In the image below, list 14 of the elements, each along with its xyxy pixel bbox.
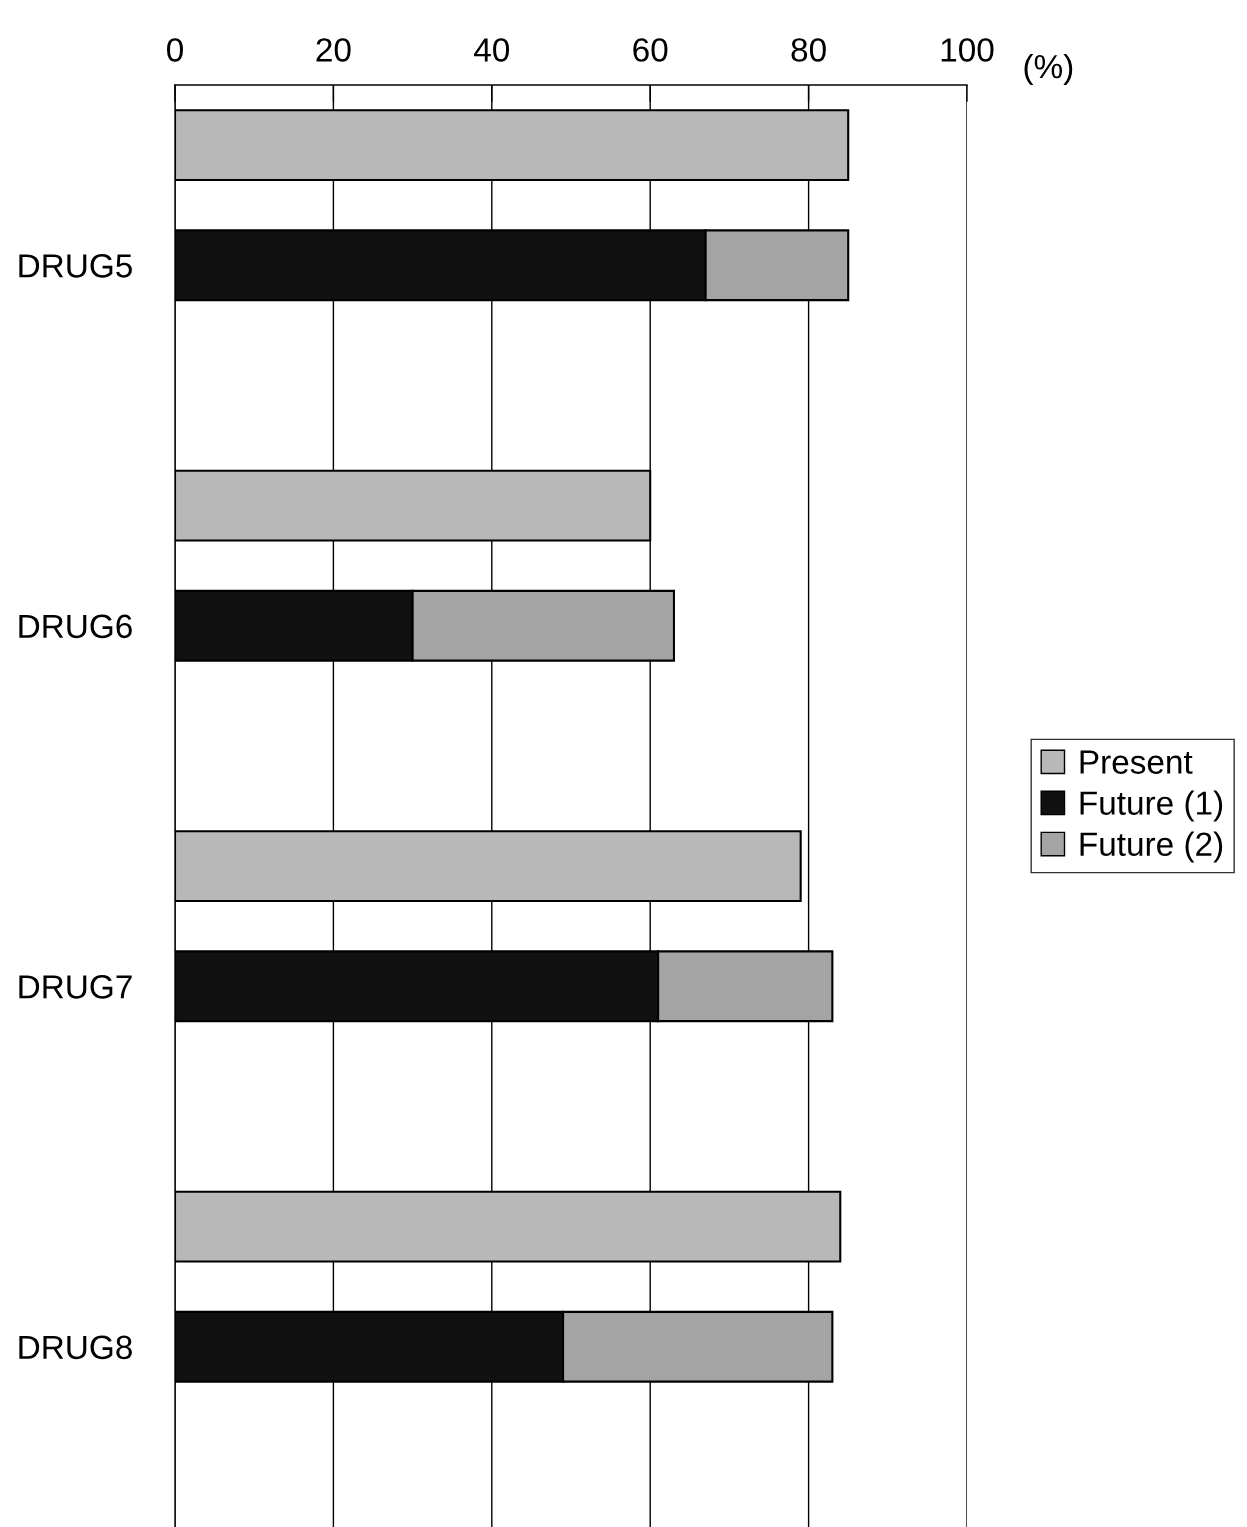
x-axis-title: (%)	[1024, 53, 1073, 85]
y-tick-label: DRUG5	[19, 254, 132, 278]
y-tick-label: DRUG6	[19, 614, 132, 639]
x-tick-label: 20	[316, 38, 351, 62]
legend-label: Present	[1080, 750, 1193, 774]
x-tick-label: 0	[167, 38, 183, 62]
x-tick-label: 80	[791, 38, 826, 62]
legend-label: Future (2)	[1080, 831, 1223, 863]
legend-label: Future (1)	[1080, 790, 1223, 822]
y-tick-label: DRUG8	[19, 1335, 132, 1360]
x-tick-label: 40	[474, 38, 510, 62]
x-tick-label: 60	[633, 38, 668, 62]
y-tick-label: DRUG7	[19, 975, 132, 999]
x-tick-label: 100	[941, 38, 994, 62]
